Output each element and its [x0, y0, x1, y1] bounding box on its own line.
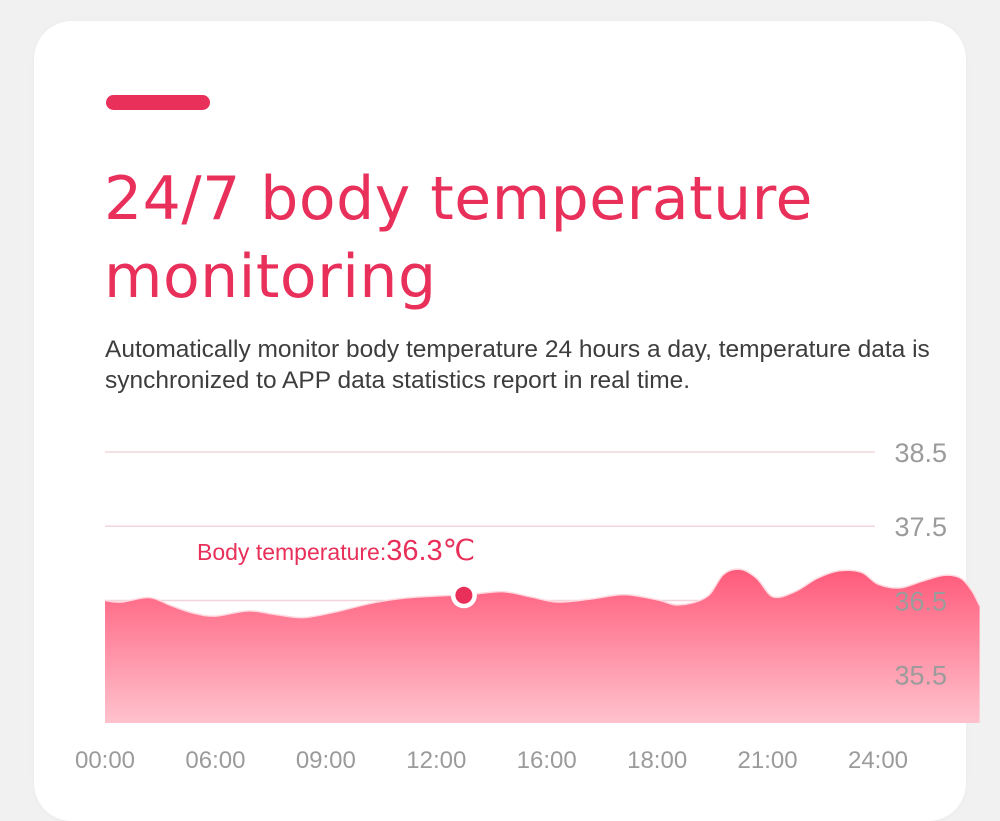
- x-tick-label: 09:00: [296, 747, 356, 774]
- temperature-chart: 35.5 36.5 37.5 38.5 00:00 06:00 09:00 12:00 16:…: [75, 438, 981, 774]
- x-axis-ticks: 00:00 06:00 09:00 12:00 16:00 18:00 21:00 24:00: [75, 747, 908, 774]
- x-tick-label: 24:00: [848, 747, 908, 774]
- x-tick-label: 16:00: [517, 747, 577, 774]
- page-title: 24/7 body temperature monitoring: [104, 164, 813, 312]
- annotation-label-text: Body temperature:: [197, 539, 386, 565]
- y-tick-label: 36.5: [894, 586, 947, 616]
- x-tick-label: 00:00: [75, 747, 135, 774]
- y-axis-ticks: 35.5 36.5 37.5 38.5: [894, 438, 947, 691]
- annotation-label: Body temperature:36.3℃: [197, 535, 475, 567]
- x-tick-label: 06:00: [185, 747, 245, 774]
- x-tick-label: 18:00: [627, 747, 687, 774]
- y-tick-label: 38.5: [894, 438, 947, 468]
- temperature-area: [104, 568, 981, 723]
- feature-description: Automatically monitor body temperature 2…: [105, 336, 930, 394]
- area-fill: [105, 569, 980, 723]
- series-line: [104, 568, 981, 619]
- x-tick-label: 21:00: [738, 747, 798, 774]
- accent-bar: [106, 95, 210, 110]
- y-tick-label: 37.5: [894, 512, 947, 542]
- y-tick-label: 35.5: [894, 661, 947, 691]
- annotation-value: 36.3℃: [386, 535, 475, 567]
- temperature-annotation: Body temperature:36.3℃: [197, 535, 477, 609]
- data-point-marker: [455, 586, 473, 604]
- x-tick-label: 12:00: [406, 747, 466, 774]
